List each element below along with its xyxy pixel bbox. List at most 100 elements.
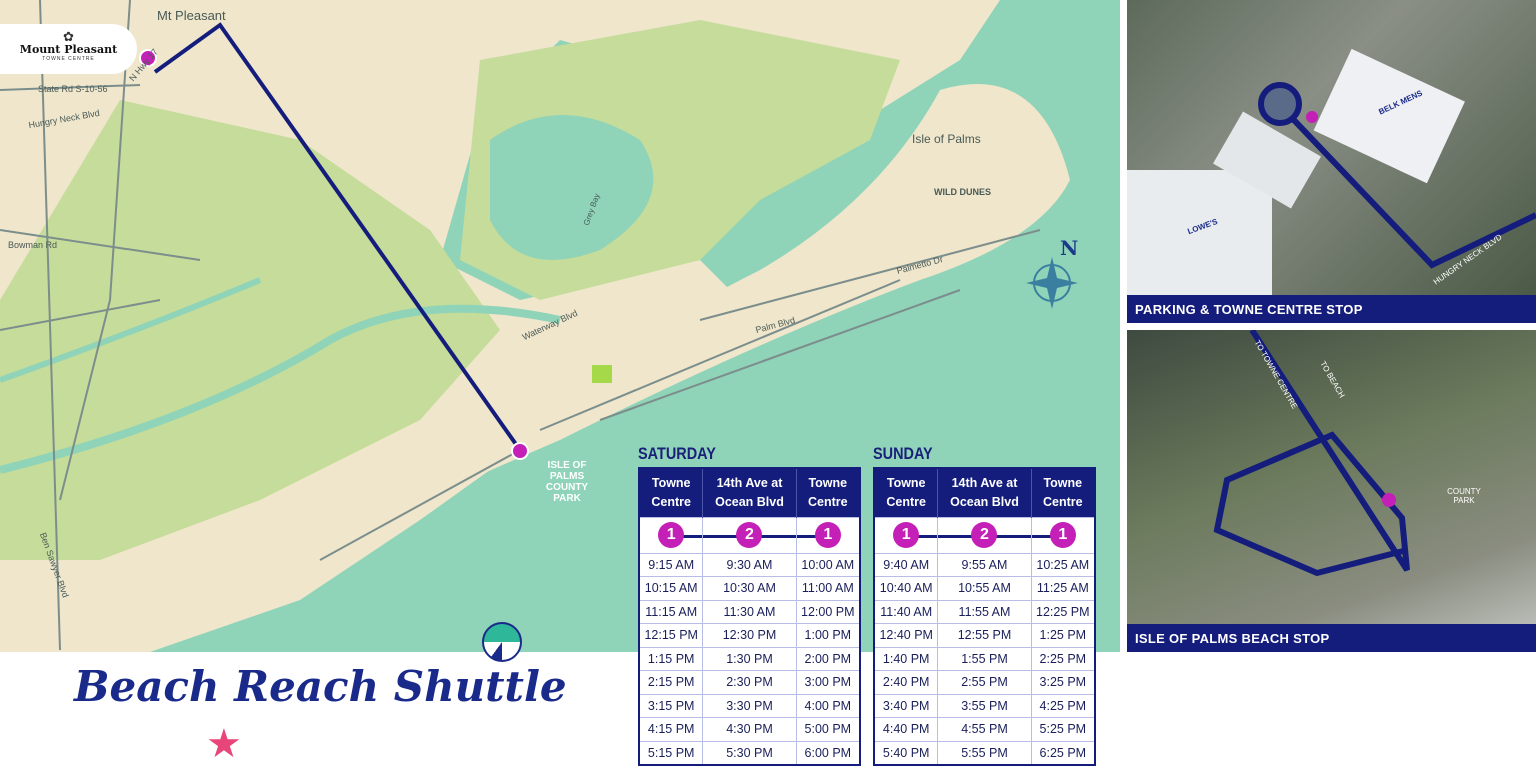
logo-subtitle: TOWNE CENTRE bbox=[42, 56, 95, 62]
schedule-day-title: SUNDAY bbox=[873, 444, 933, 463]
departure-time: 9:55 AM bbox=[937, 552, 1032, 577]
departure-time: 1:40 PM bbox=[873, 646, 939, 671]
stop-number-badge: 1 bbox=[658, 522, 685, 548]
header-row: Towne Centre 14th Ave at Ocean Blvd Towne … bbox=[638, 468, 860, 517]
compass-north-label: N bbox=[1060, 236, 1079, 260]
departure-time: 9:15 AM bbox=[638, 552, 704, 577]
creek bbox=[0, 304, 561, 474]
table-row: 11:40 AM 11:55 AM 12:25 PM bbox=[873, 599, 1096, 624]
departure-time: 3:30 PM bbox=[702, 693, 797, 718]
table-row: 12:40 PM 12:55 PM 1:25 PM bbox=[873, 623, 1096, 648]
table-row: 9:40 AM 9:55 AM 10:25 AM bbox=[873, 552, 1096, 577]
departure-time: 1:15 PM bbox=[638, 646, 704, 671]
departure-time: 5:55 PM bbox=[937, 740, 1032, 765]
departure-time: 11:00 AM bbox=[795, 576, 861, 601]
departure-time: 6:25 PM bbox=[1030, 740, 1096, 765]
aerial-route-1 bbox=[1289, 115, 1536, 269]
departure-time: 4:25 PM bbox=[1030, 693, 1096, 718]
departure-time: 2:40 PM bbox=[873, 670, 939, 695]
table-row: 3:40 PM 3:55 PM 4:25 PM bbox=[873, 693, 1096, 718]
departure-time: 12:15 PM bbox=[638, 623, 704, 648]
route-step: 1 bbox=[1030, 516, 1096, 554]
isle-of-palms-island bbox=[280, 84, 1070, 560]
departure-time: 10:40 AM bbox=[873, 576, 939, 601]
marsh bbox=[0, 100, 500, 560]
departure-time: 4:00 PM bbox=[795, 693, 861, 718]
departure-time: 6:00 PM bbox=[795, 740, 861, 765]
route-sequence-row: 1 2 1 bbox=[873, 516, 1096, 554]
label-bowman: Bowman Rd bbox=[8, 240, 58, 250]
label-isle-of-palms: Isle of Palms bbox=[912, 132, 981, 146]
stop-number-badge: 1 bbox=[893, 522, 920, 548]
table-row: 5:40 PM 5:55 PM 6:25 PM bbox=[873, 740, 1096, 765]
departure-time: 5:25 PM bbox=[1030, 717, 1096, 742]
column-header: 14th Ave at Ocean Blvd bbox=[937, 468, 1032, 517]
aerial-isle-of-palms: TO TOWNE CENTRE TO BEACH COUNTY PARK bbox=[1127, 330, 1536, 624]
table-row: 10:40 AM 10:55 AM 11:25 AM bbox=[873, 576, 1096, 601]
park-icon bbox=[592, 365, 612, 383]
departure-time: 5:40 PM bbox=[873, 740, 939, 765]
stop-1-marker bbox=[1306, 111, 1318, 123]
table-row: 2:15 PM 2:30 PM 3:00 PM bbox=[638, 670, 861, 695]
caption-isle-of-palms: ISLE OF PALMS BEACH STOP bbox=[1127, 624, 1536, 652]
creek bbox=[0, 277, 262, 383]
schedule-day-title: SATURDAY bbox=[638, 444, 716, 463]
stop-number-badge: 2 bbox=[736, 522, 763, 548]
logo-flower-icon: ✿ bbox=[63, 29, 74, 44]
table-row: 9:15 AM 9:30 AM 10:00 AM bbox=[638, 552, 861, 577]
departure-time: 12:55 PM bbox=[937, 623, 1032, 648]
compass-rose-icon bbox=[1026, 257, 1078, 309]
schedule-table-sunday: Towne Centre 14th Ave at Ocean Blvd Towne … bbox=[873, 467, 1096, 766]
starfish-icon: ★ bbox=[206, 722, 242, 766]
mount-pleasant-logo[interactable]: ✿ Mount Pleasant TOWNE CENTRE bbox=[0, 24, 137, 74]
departure-time: 10:30 AM bbox=[702, 576, 797, 601]
label-state-rd: State Rd S-10-56 bbox=[38, 84, 108, 94]
departure-time: 3:55 PM bbox=[937, 693, 1032, 718]
table-row: 10:15 AM 10:30 AM 11:00 AM bbox=[638, 576, 861, 601]
stop-2-marker bbox=[511, 442, 529, 460]
departure-time: 9:30 AM bbox=[702, 552, 797, 577]
column-header: Towne Centre bbox=[638, 468, 703, 517]
schedule-table-saturday: Towne Centre 14th Ave at Ocean Blvd Towne … bbox=[638, 467, 861, 766]
departure-time: 5:00 PM bbox=[795, 717, 861, 742]
label-county-park: ISLE OF PALMS COUNTY PARK bbox=[545, 460, 589, 504]
route-step: 1 bbox=[873, 516, 939, 554]
departure-time: 2:25 PM bbox=[1030, 646, 1096, 671]
map-graphic bbox=[0, 0, 1078, 652]
route-map[interactable]: ✿ Mount Pleasant TOWNE CENTRE Mt Pleasan… bbox=[0, 0, 1120, 652]
beach-ball-icon bbox=[482, 622, 522, 662]
departure-time: 4:40 PM bbox=[873, 717, 939, 742]
table-row: 1:15 PM 1:30 PM 2:00 PM bbox=[638, 646, 861, 671]
table-row: 3:15 PM 3:30 PM 4:00 PM bbox=[638, 693, 861, 718]
beach-reach-shuttle-title: Beach Reach Shuttle bbox=[74, 662, 567, 711]
shuttle-route bbox=[153, 22, 522, 452]
departure-time: 2:15 PM bbox=[638, 670, 704, 695]
departure-time: 12:30 PM bbox=[702, 623, 797, 648]
departure-time: 1:25 PM bbox=[1030, 623, 1096, 648]
departure-time: 2:00 PM bbox=[795, 646, 861, 671]
table-row: 12:15 PM 12:30 PM 1:00 PM bbox=[638, 623, 861, 648]
departure-time: 11:15 AM bbox=[638, 599, 704, 624]
departure-time: 11:30 AM bbox=[702, 599, 797, 624]
roads bbox=[0, 0, 1041, 651]
route-sequence-row: 1 2 1 bbox=[638, 516, 861, 554]
caption-towne-centre: PARKING & TOWNE CENTRE STOP bbox=[1127, 295, 1536, 323]
departure-time: 11:25 AM bbox=[1030, 576, 1096, 601]
departure-time: 3:00 PM bbox=[795, 670, 861, 695]
table-row: 4:40 PM 4:55 PM 5:25 PM bbox=[873, 717, 1096, 742]
route-step: 1 bbox=[795, 516, 861, 554]
route-step: 2 bbox=[937, 516, 1032, 554]
aerial-route-2 bbox=[1213, 330, 1410, 577]
label-county-park-aerial: COUNTY PARK bbox=[1447, 487, 1481, 505]
stop-number-badge: 1 bbox=[814, 522, 841, 548]
table-row: 5:15 PM 5:30 PM 6:00 PM bbox=[638, 740, 861, 765]
departure-time: 9:40 AM bbox=[873, 552, 939, 577]
departure-time: 1:55 PM bbox=[937, 646, 1032, 671]
label-wild-dunes: WILD DUNES bbox=[934, 187, 991, 197]
logo-name: Mount Pleasant bbox=[19, 43, 118, 56]
departure-time: 2:55 PM bbox=[937, 670, 1032, 695]
departure-time: 1:00 PM bbox=[795, 623, 861, 648]
grey-bay bbox=[490, 115, 654, 260]
departure-time: 3:15 PM bbox=[638, 693, 704, 718]
departure-time: 4:15 PM bbox=[638, 717, 704, 742]
